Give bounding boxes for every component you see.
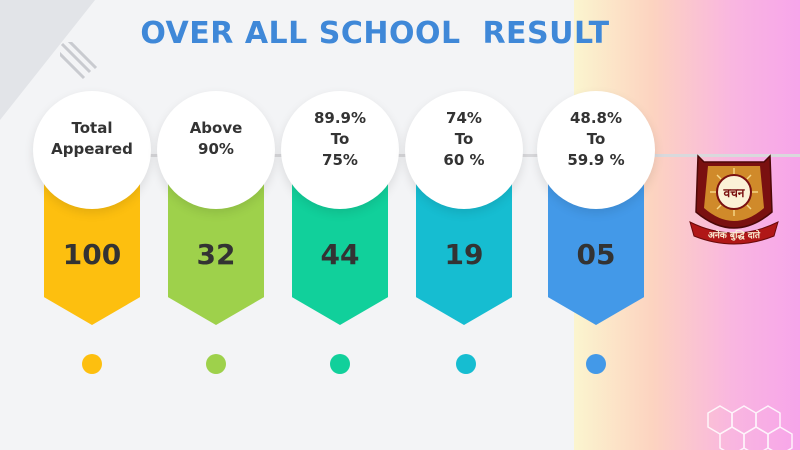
timeline-dot <box>456 354 476 374</box>
result-label: 74% To 60 % <box>443 108 485 169</box>
hexagon-decoration <box>707 405 793 450</box>
result-label-circle-75-to-89: 89.9% To 75% <box>281 91 399 209</box>
result-label: Total Appeared <box>51 119 133 158</box>
timeline-dot <box>586 354 606 374</box>
timeline-dot <box>330 354 350 374</box>
timeline-dot <box>206 354 226 374</box>
result-value: 32 <box>196 238 236 271</box>
emblem-ribbon-text: अनेक बुद्धि दाते <box>708 229 761 241</box>
school-emblem-logo: वचन अनेक बुद्धि दाते <box>689 154 779 245</box>
result-label: Above 90% <box>189 119 243 158</box>
result-label: 48.8% To 59.9 % <box>567 108 625 169</box>
page-title: OVER ALL SCHOOL RESULT <box>140 16 610 51</box>
result-label-circle-48-to-59: 48.8% To 59.9 % <box>537 91 655 209</box>
stripes-decoration <box>60 42 98 80</box>
emblem-center-text: वचन <box>723 186 746 200</box>
result-label-circle-above-90: Above 90% <box>157 91 275 209</box>
result-label: 89.9% To 75% <box>313 108 367 169</box>
timeline-dot <box>82 354 102 374</box>
result-value: 44 <box>320 238 360 271</box>
result-value: 19 <box>444 238 484 271</box>
result-value: 100 <box>62 238 122 271</box>
result-value: 05 <box>576 238 616 271</box>
result-label-circle-total: Total Appeared <box>33 91 151 209</box>
result-label-circle-60-to-74: 74% To 60 % <box>405 91 523 209</box>
